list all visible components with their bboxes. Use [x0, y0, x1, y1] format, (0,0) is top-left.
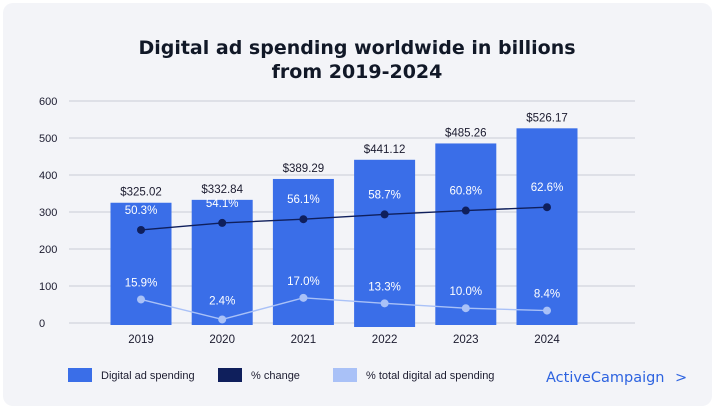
legend-label: % total digital ad spending: [366, 370, 494, 382]
y-axis-ticks: 0 100 200 300 400 500 600: [39, 96, 57, 330]
percent-total-point: [461, 304, 470, 313]
legend-swatch: [218, 368, 242, 382]
chart: Digital ad spending worldwide in billion…: [39, 37, 687, 386]
y-tick-label: 0: [39, 318, 45, 330]
x-tick-label: 2022: [372, 334, 398, 346]
y-tick-label: 300: [39, 207, 57, 219]
bar-value-label: $485.26: [445, 127, 487, 139]
y-tick-label: 100: [39, 281, 57, 293]
percent-total-line: [140, 297, 548, 321]
percent-total-label: 8.4%: [534, 289, 560, 301]
legend-label: Digital ad spending: [101, 370, 195, 382]
percent-change-label: 50.3%: [125, 205, 158, 217]
y-tick-label: 200: [39, 244, 57, 256]
percent-change-label: 60.8%: [449, 186, 482, 198]
bar: [110, 202, 172, 325]
bar-value-label: $325.02: [120, 187, 162, 199]
x-axis-ticks: 2019 2020 2021 2022 2023 2024: [128, 334, 560, 346]
y-tick-label: 500: [39, 133, 57, 145]
x-tick-label: 2023: [453, 334, 479, 346]
percent-change-label: 54.1%: [206, 198, 239, 210]
bar: [435, 143, 497, 325]
percent-change-label: 62.6%: [531, 182, 564, 194]
brand-logo: ActiveCampaign >: [546, 370, 687, 386]
percent-total-label: 13.3%: [368, 281, 401, 293]
legend-swatch: [333, 368, 357, 382]
x-tick-label: 2021: [291, 334, 317, 346]
brand-chevron-icon: >: [675, 370, 687, 386]
percent-change-point: [380, 210, 389, 219]
bar-value-label: $441.12: [364, 144, 406, 156]
bars: [110, 128, 578, 327]
percent-total-point: [543, 306, 551, 315]
percent-total-label: 2.4%: [209, 295, 235, 307]
chart-title-line: Digital ad spending worldwide in billion…: [138, 37, 575, 59]
percent-change-point: [543, 203, 551, 212]
chart-card: Digital ad spending worldwide in billion…: [3, 3, 712, 406]
percent-total-point: [218, 315, 227, 324]
data-labels: $325.02 $332.84 $389.29 $441.12 $485.26 $526.…: [120, 112, 568, 307]
legend-label: % change: [251, 370, 300, 382]
percent-change-line: [140, 206, 548, 231]
percent-total-point: [380, 299, 389, 308]
chart-title: Digital ad spending worldwide in billion…: [138, 37, 575, 83]
percent-total-label: 15.9%: [125, 277, 158, 289]
percent-change-point: [218, 218, 227, 227]
y-tick-label: 600: [39, 96, 57, 108]
legend-swatch: [68, 368, 92, 382]
bar-value-label: $332.84: [201, 184, 243, 196]
percent-total-point: [299, 293, 308, 302]
percent-change-label: 56.1%: [287, 194, 320, 206]
percent-total-point: [137, 295, 145, 304]
legend: Digital ad spending % change % total digit…: [68, 368, 494, 382]
percent-total-label: 17.0%: [287, 276, 320, 288]
percent-change-point: [137, 225, 145, 234]
x-tick-label: 2019: [128, 334, 154, 346]
y-tick-label: 400: [39, 170, 57, 182]
bar-value-label: $526.17: [526, 112, 568, 124]
bar: [354, 159, 416, 327]
brand-name: ActiveCampaign: [546, 370, 665, 386]
chart-title-line: from 2019-2024: [272, 61, 443, 83]
bar: [516, 128, 578, 325]
percent-change-point: [299, 215, 308, 224]
percent-total-label: 10.0%: [449, 286, 482, 298]
percent-change-point: [461, 206, 470, 215]
bar-value-label: $389.29: [283, 163, 325, 175]
x-tick-label: 2020: [209, 334, 235, 346]
lines: [137, 203, 551, 324]
percent-change-label: 58.7%: [368, 189, 401, 201]
x-tick-label: 2024: [534, 334, 560, 346]
